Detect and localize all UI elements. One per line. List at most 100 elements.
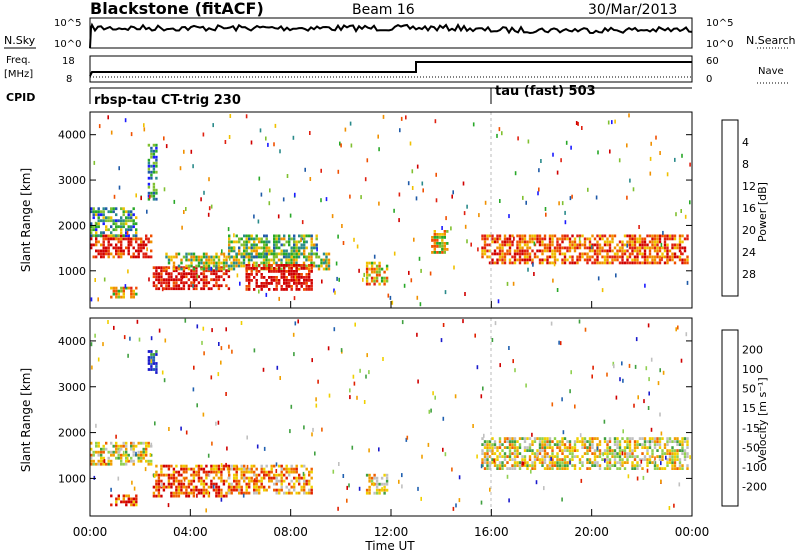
data-cell-4 — [268, 485, 271, 489]
data-cell-7 — [258, 252, 261, 256]
data-cell-3 — [157, 479, 161, 483]
data-cell-4 — [162, 281, 166, 285]
data-cell-5 — [310, 261, 313, 265]
data-cell-6 — [521, 464, 524, 467]
data-cell-9 — [438, 236, 441, 239]
data-cell-7 — [283, 237, 286, 241]
data-cell-7 — [258, 240, 261, 244]
scatter-echo — [615, 395, 618, 400]
data-cell-10 — [481, 255, 484, 259]
data-cell-6 — [671, 455, 674, 458]
y-tick-label: 2000 — [58, 427, 86, 440]
scatter-echo — [398, 192, 401, 197]
data-cell-6 — [683, 449, 687, 452]
data-cell-5 — [190, 258, 193, 262]
data-cell-7 — [253, 243, 256, 247]
data-cell-10 — [638, 240, 642, 244]
data-cell-7 — [283, 234, 286, 238]
data-cell-6 — [671, 467, 674, 470]
data-cell-2 — [130, 286, 133, 290]
data-cell-3 — [177, 494, 181, 498]
data-cell-10 — [551, 261, 554, 265]
data-cell-6 — [586, 449, 589, 452]
data-cell-1 — [95, 213, 98, 217]
data-cell-6 — [626, 452, 629, 455]
data-cell-3 — [185, 491, 188, 495]
data-cell-0 — [105, 249, 108, 253]
data-cell-10 — [521, 237, 524, 241]
scatter-echo — [498, 127, 501, 132]
data-cell-3 — [217, 485, 221, 489]
data-cell-5 — [307, 255, 311, 259]
data-cell-10 — [513, 255, 517, 259]
data-cell-10 — [526, 261, 529, 265]
data-cell-6 — [558, 464, 562, 467]
data-cell-10 — [631, 261, 634, 265]
data-cell-10 — [643, 243, 647, 247]
scatter-echo — [489, 487, 491, 492]
data-cell-5 — [247, 258, 251, 262]
data-cell-10 — [543, 234, 547, 238]
scatter-echo — [634, 364, 637, 369]
data-cell-7 — [250, 255, 253, 259]
data-cell-6 — [618, 452, 622, 455]
data-cell-10 — [503, 258, 507, 262]
data-cell-10 — [686, 261, 689, 265]
scatter-echo — [267, 142, 269, 147]
data-cell-6 — [643, 440, 647, 443]
data-cell-6 — [541, 458, 544, 461]
data-cell-6 — [248, 285, 251, 288]
data-cell-4 — [170, 275, 173, 279]
data-cell-6 — [528, 455, 532, 458]
data-cell-10 — [608, 243, 612, 247]
data-cell-6 — [496, 458, 499, 461]
data-cell-4 — [187, 284, 191, 288]
data-cell-0 — [147, 240, 150, 244]
data-cell-4 — [245, 482, 248, 486]
data-cell-10 — [596, 240, 599, 244]
scatter-echo — [309, 177, 312, 181]
data-cell-3 — [157, 482, 161, 486]
data-cell-6 — [288, 285, 291, 288]
data-cell-10 — [516, 240, 519, 244]
data-cell-5 — [232, 267, 236, 271]
scatter-echo — [689, 200, 691, 205]
data-cell-10 — [648, 240, 652, 244]
scatter-echo — [477, 247, 479, 252]
data-cell-10 — [666, 234, 669, 238]
data-cell-6 — [303, 279, 306, 282]
data-cell-0 — [90, 453, 93, 457]
data-cell-4 — [310, 488, 313, 492]
data-cell-5 — [383, 473, 386, 477]
freq-label-2: [MHz] — [4, 69, 33, 80]
data-cell-4 — [172, 269, 176, 273]
scatter-echo — [597, 150, 599, 155]
data-cell-0 — [107, 252, 110, 256]
data-cell-10 — [671, 255, 674, 259]
data-cell-0 — [100, 447, 103, 451]
y-tick-label: 1000 — [58, 265, 86, 278]
data-cell-3 — [217, 470, 221, 474]
data-cell-3 — [160, 494, 163, 498]
data-cell-6 — [633, 467, 637, 470]
data-cell-9 — [438, 251, 441, 254]
data-cell-6 — [511, 437, 514, 440]
data-cell-7 — [293, 252, 296, 256]
data-cell-4 — [270, 470, 273, 474]
data-cell-10 — [646, 261, 649, 265]
data-cell-5 — [212, 258, 216, 262]
data-cell-6 — [673, 455, 677, 458]
scatter-echo — [358, 486, 361, 491]
data-cell-10 — [491, 258, 494, 262]
data-cell-5 — [190, 261, 193, 265]
scatter-echo — [215, 421, 217, 426]
data-cell-2 — [132, 289, 135, 293]
scatter-echo — [609, 149, 611, 154]
data-cell-6 — [681, 449, 684, 452]
data-cell-6 — [538, 443, 542, 446]
data-cell-3 — [200, 464, 203, 468]
scatter-echo — [556, 170, 559, 175]
data-cell-1 — [90, 228, 93, 232]
scatter-echo — [595, 195, 598, 200]
data-cell-6 — [558, 467, 562, 470]
